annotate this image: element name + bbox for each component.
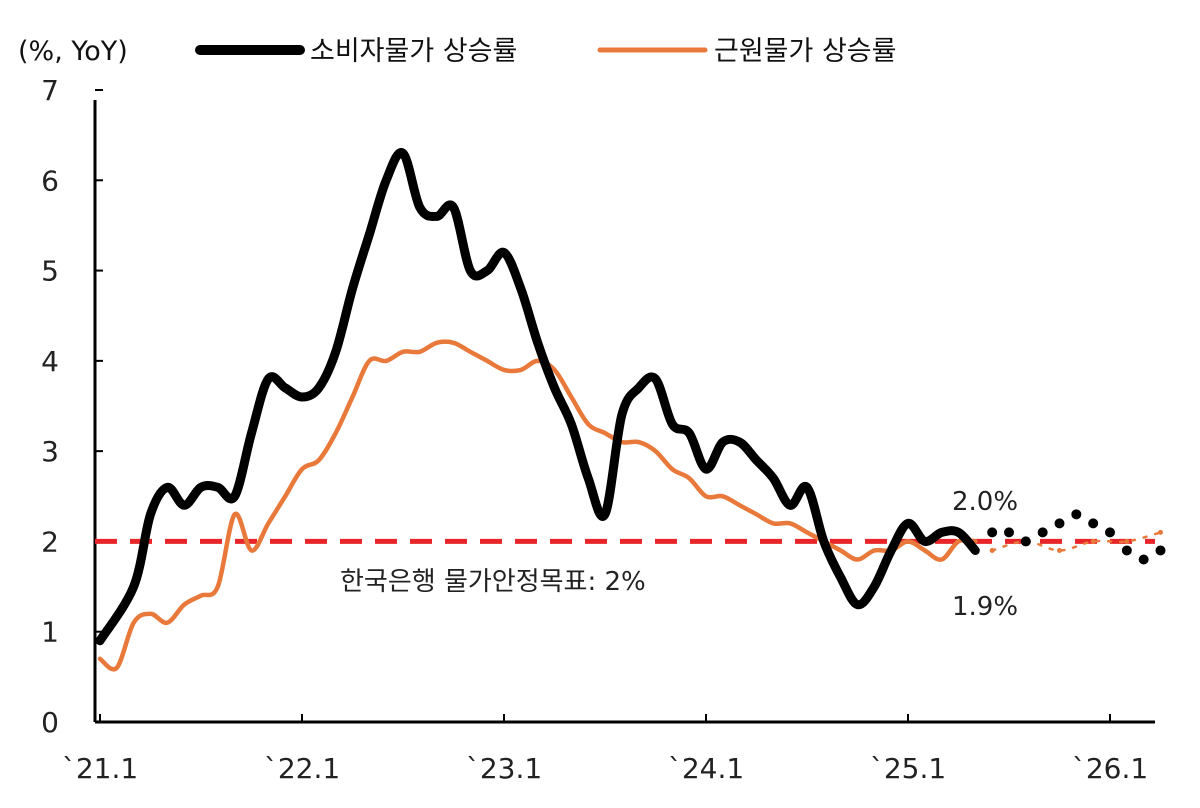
cpi-forecast-point [1138, 554, 1149, 565]
core-forecast-point [1158, 529, 1163, 535]
cpi-forecast-point [1037, 527, 1048, 538]
y-tick-label: 4 [41, 345, 59, 378]
x-tick-label: `21.1 [62, 752, 138, 785]
core-latest-value-label: 1.9% [952, 592, 1018, 622]
y-tick-label: 0 [41, 706, 59, 739]
cpi-forecast-point [1004, 527, 1014, 538]
core-series-line [97, 339, 978, 672]
cpi-latest-value-label: 2.0% [952, 487, 1018, 517]
y-tick-label: 5 [41, 255, 59, 288]
cpi-series-line [95, 148, 980, 646]
core-forecast-point [1124, 538, 1130, 544]
x-tick-label: `23.1 [466, 752, 542, 785]
y-tick-label: 3 [41, 435, 59, 468]
x-tick-label: `26.1 [1072, 752, 1148, 785]
axes: 0 1 2 3 4 5 6 7 `21.1 `22.1 `23.1 `24.1 `25.1 `26.1 [41, 74, 1155, 785]
unit-label: (%, YoY) [18, 36, 128, 67]
cpi-forecast-point [1071, 509, 1082, 520]
cpi-forecast-point [1054, 518, 1065, 529]
x-tick-label: `25.1 [870, 752, 946, 785]
x-tick-label: `22.1 [264, 752, 340, 785]
y-tick-label: 1 [41, 616, 59, 649]
legend-label-core: 근원물가 상승률 [714, 36, 896, 67]
legend: (%, YoY) 소비자물가 상승률 근원물가 상승률 [18, 36, 896, 67]
y-tick-label: 2 [41, 525, 59, 558]
y-tick-label: 6 [41, 164, 59, 197]
series-group [95, 148, 1166, 672]
cpi-forecast-point [1155, 545, 1166, 556]
cpi-forecast-point [1121, 545, 1132, 556]
core-forecast-point [1057, 547, 1062, 553]
x-tick-label: `24.1 [668, 752, 744, 785]
core-forecast-line [990, 531, 1162, 552]
cpi-forecast-point [1105, 527, 1115, 538]
core-forecast-point [1090, 538, 1096, 544]
legend-label-cpi: 소비자물가 상승률 [310, 36, 517, 67]
target-reference-label: 한국은행 물가안정목표: 2% [340, 567, 646, 597]
y-tick-label: 7 [41, 74, 59, 107]
cpi-forecast-point [987, 527, 998, 538]
annotation-group: 2.0% 1.9% [952, 487, 1018, 622]
reference-line-group: 한국은행 물가안정목표: 2% [95, 538, 1155, 597]
cpi-forecast-point [1020, 536, 1031, 547]
cpi-forecast-point [1088, 518, 1099, 529]
